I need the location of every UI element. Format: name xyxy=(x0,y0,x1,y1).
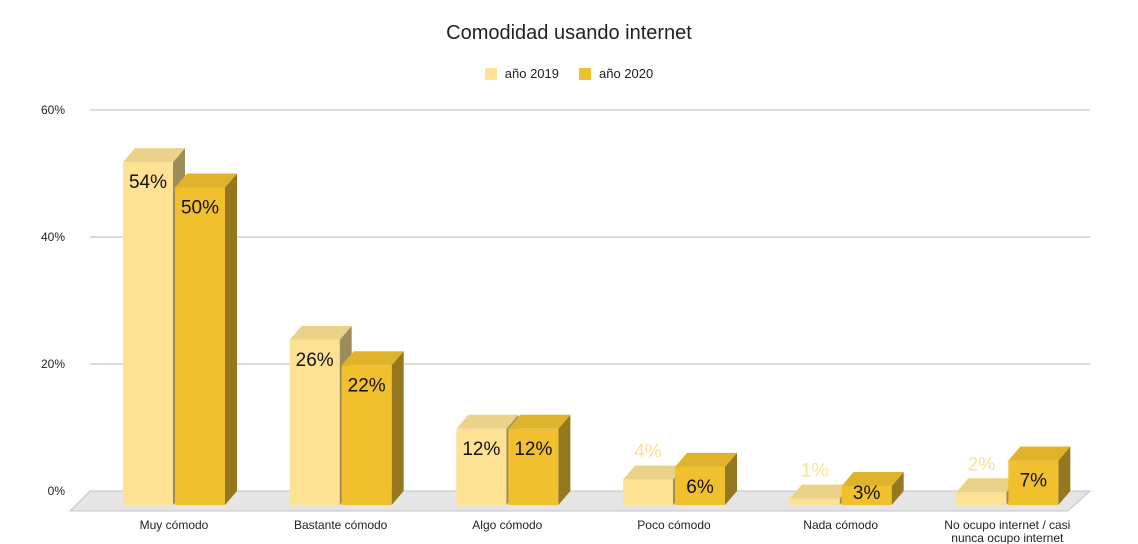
bar-side xyxy=(391,351,404,505)
data-label: 12% xyxy=(514,439,552,460)
data-label: 3% xyxy=(853,483,881,504)
y-tick-label: 60% xyxy=(41,103,65,117)
x-category-label: Poco cómodo xyxy=(637,518,711,532)
x-category-label: Muy cómodo xyxy=(140,518,209,532)
data-label: 1% xyxy=(801,461,829,482)
x-category-label: Nada cómodo xyxy=(803,518,878,532)
bar-top xyxy=(175,173,237,188)
bar-2020 xyxy=(1008,460,1059,505)
bar-top xyxy=(341,351,404,366)
data-label: 2% xyxy=(968,454,996,475)
bar-top xyxy=(675,452,737,467)
bar-2020 xyxy=(675,466,725,505)
bar-2020 xyxy=(841,485,892,505)
bar-2019 xyxy=(456,428,507,505)
bar-top xyxy=(456,414,519,429)
bar-side xyxy=(1058,446,1071,505)
bar-side xyxy=(725,452,737,505)
data-label: 50% xyxy=(181,198,219,219)
bar-2020 xyxy=(341,365,392,505)
data-label: 4% xyxy=(634,442,662,463)
legend-item-2019[interactable]: año 2019 xyxy=(484,66,559,81)
bar-2019 xyxy=(789,498,840,505)
x-category-label: Algo cómodo xyxy=(472,518,542,532)
bar-top xyxy=(289,325,352,340)
data-label: 6% xyxy=(686,477,714,498)
data-label: 26% xyxy=(296,350,334,371)
bar-side xyxy=(558,414,571,505)
bar-top xyxy=(956,478,1019,493)
data-label: 12% xyxy=(462,439,500,460)
bar-2019 xyxy=(289,339,340,505)
legend-item-2020[interactable]: año 2020 xyxy=(579,66,653,81)
chart-title: Comodidad usando internet xyxy=(446,22,692,44)
bar-top xyxy=(623,465,685,480)
data-label: 22% xyxy=(348,375,386,396)
bar-2020 xyxy=(175,187,225,505)
y-tick-label: 40% xyxy=(41,230,65,244)
bar-top xyxy=(508,414,571,429)
legend-label-2020: año 2020 xyxy=(599,66,654,81)
legend: año 2019 año 2020 xyxy=(0,66,1138,81)
bar-2019 xyxy=(123,162,173,505)
bar-top xyxy=(1008,446,1071,461)
bar-top xyxy=(789,484,852,499)
bar-top xyxy=(123,148,185,163)
bar-side xyxy=(225,173,237,505)
bar-2019 xyxy=(956,492,1007,505)
data-label: 7% xyxy=(1020,471,1048,492)
x-category-label: No ocupo internet / casi nunca ocupo inte… xyxy=(944,518,1070,544)
bar-2019 xyxy=(623,479,673,505)
data-label: 54% xyxy=(129,172,167,193)
y-tick-label: 20% xyxy=(41,357,65,371)
legend-swatch-2020 xyxy=(579,67,591,80)
bar-top xyxy=(841,471,904,486)
legend-swatch-2019 xyxy=(484,67,497,80)
x-category-label: Bastante cómodo xyxy=(294,518,388,532)
bar-side xyxy=(891,471,904,505)
bar-2020 xyxy=(508,428,559,505)
legend-label-2019: año 2019 xyxy=(504,66,559,81)
y-tick-label: 0% xyxy=(48,484,66,498)
